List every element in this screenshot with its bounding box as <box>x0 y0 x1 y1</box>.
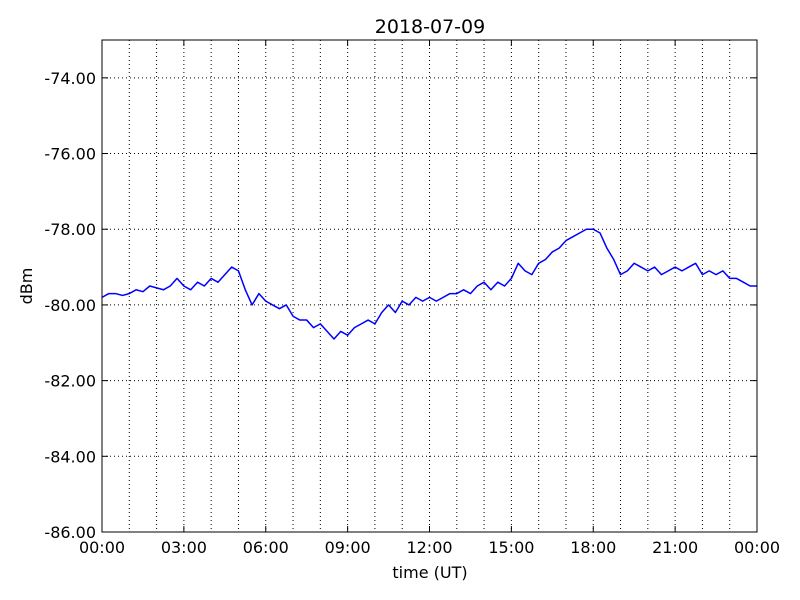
x-tick-label: 00:00 <box>79 538 125 557</box>
y-tick-label: -84.00 <box>44 447 96 466</box>
y-tick-label: -82.00 <box>44 372 96 391</box>
chart-title: 2018-07-09 <box>375 16 485 38</box>
x-tick-label: 15:00 <box>488 538 534 557</box>
x-tick-label: 09:00 <box>325 538 371 557</box>
x-tick-label: 03:00 <box>161 538 207 557</box>
x-axis-label: time (UT) <box>392 563 467 582</box>
y-tick-label: -80.00 <box>44 296 96 315</box>
y-axis-label: dBm <box>17 268 36 305</box>
y-tick-label: -74.00 <box>44 69 96 88</box>
x-tick-label: 18:00 <box>570 538 616 557</box>
x-tick-label: 00:00 <box>734 538 780 557</box>
y-tick-label: -86.00 <box>44 523 96 542</box>
plot-frame <box>101 39 758 533</box>
y-tick-label: -76.00 <box>44 145 96 164</box>
x-tick-label: 12:00 <box>406 538 452 557</box>
data-line <box>101 228 757 340</box>
y-tick-label: -78.00 <box>44 220 96 239</box>
x-tick-label: 06:00 <box>243 538 289 557</box>
x-tick-label: 21:00 <box>652 538 698 557</box>
